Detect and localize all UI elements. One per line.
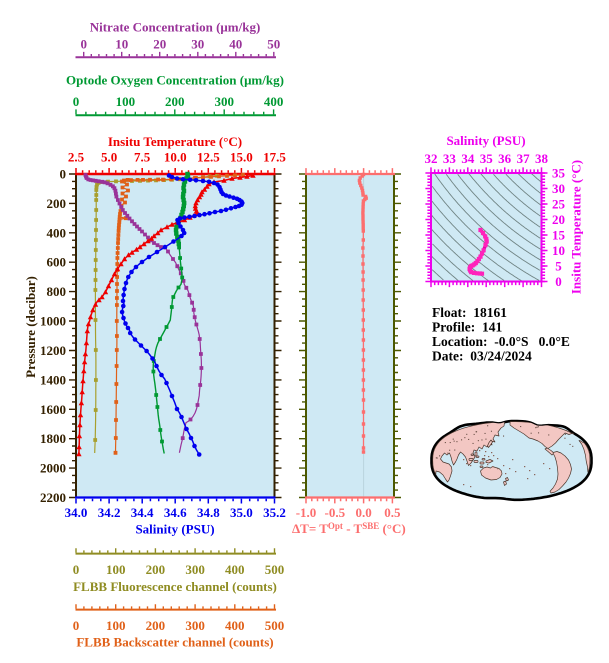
svg-text:35: 35 bbox=[552, 166, 566, 181]
svg-text:17.5: 17.5 bbox=[263, 150, 286, 165]
svg-text:300: 300 bbox=[214, 94, 234, 109]
svg-text:20: 20 bbox=[153, 36, 166, 51]
svg-text:2000: 2000 bbox=[40, 461, 66, 476]
svg-text:40: 40 bbox=[229, 36, 242, 51]
svg-text:200: 200 bbox=[146, 618, 166, 633]
svg-text:15: 15 bbox=[552, 228, 566, 243]
svg-text:5.0: 5.0 bbox=[101, 150, 117, 165]
svg-text:Insitu Temperature (°C): Insitu Temperature (°C) bbox=[108, 134, 242, 149]
svg-text:Nitrate Concentration (μm/kg): Nitrate Concentration (μm/kg) bbox=[90, 20, 261, 35]
svg-text:100: 100 bbox=[116, 94, 136, 109]
svg-text:1400: 1400 bbox=[40, 372, 66, 387]
svg-text:35.0: 35.0 bbox=[230, 505, 253, 520]
svg-text:Insitu Temperature (°C): Insitu Temperature (°C) bbox=[569, 160, 584, 294]
svg-text:34.2: 34.2 bbox=[98, 505, 121, 520]
svg-text:35.2: 35.2 bbox=[263, 505, 286, 520]
svg-text:7.5: 7.5 bbox=[134, 150, 151, 165]
svg-text:30: 30 bbox=[191, 36, 204, 51]
svg-text:32: 32 bbox=[425, 151, 438, 166]
svg-text:0: 0 bbox=[80, 36, 87, 51]
svg-text:1200: 1200 bbox=[40, 343, 66, 358]
svg-text:34.0: 34.0 bbox=[65, 505, 88, 520]
svg-text:34.6: 34.6 bbox=[164, 505, 187, 520]
svg-text:0: 0 bbox=[555, 274, 562, 289]
svg-text:20: 20 bbox=[552, 212, 565, 227]
svg-text:FLBB Backscatter channel (coun: FLBB Backscatter channel (counts) bbox=[76, 635, 273, 650]
svg-text:38: 38 bbox=[535, 151, 549, 166]
svg-text:36: 36 bbox=[498, 151, 512, 166]
svg-text:400: 400 bbox=[47, 225, 67, 240]
svg-text:Salinity (PSU): Salinity (PSU) bbox=[135, 522, 214, 537]
svg-text:1600: 1600 bbox=[40, 402, 66, 417]
svg-text:100: 100 bbox=[106, 562, 126, 577]
svg-text:FLBB Fluorescence channel (cou: FLBB Fluorescence channel (counts) bbox=[73, 579, 277, 594]
svg-text:ΔT= TOpt - TSBE (°C): ΔT= TOpt - TSBE (°C) bbox=[292, 521, 406, 536]
svg-text:200: 200 bbox=[165, 94, 185, 109]
svg-text:800: 800 bbox=[47, 284, 67, 299]
svg-text:12.5: 12.5 bbox=[197, 150, 220, 165]
svg-text:500: 500 bbox=[265, 618, 285, 633]
svg-text:2.5: 2.5 bbox=[68, 150, 85, 165]
svg-text:30: 30 bbox=[552, 181, 565, 196]
svg-text:0: 0 bbox=[60, 167, 67, 182]
svg-text:0: 0 bbox=[73, 562, 80, 577]
svg-text:Profile: 141: Profile: 141 bbox=[432, 320, 502, 335]
svg-text:25: 25 bbox=[552, 197, 566, 212]
svg-text:10.0: 10.0 bbox=[164, 150, 187, 165]
svg-text:Float: 18161: Float: 18161 bbox=[432, 305, 507, 320]
svg-text:-1.0: -1.0 bbox=[296, 505, 317, 520]
svg-text:34.4: 34.4 bbox=[131, 505, 154, 520]
svg-text:10: 10 bbox=[552, 243, 565, 258]
svg-text:34.8: 34.8 bbox=[197, 505, 220, 520]
svg-text:0: 0 bbox=[73, 618, 80, 633]
svg-text:300: 300 bbox=[185, 562, 205, 577]
svg-text:200: 200 bbox=[47, 196, 67, 211]
svg-text:0.0: 0.0 bbox=[355, 505, 371, 520]
svg-text:200: 200 bbox=[146, 562, 166, 577]
svg-text:Optode Oxygen Concentration (μ: Optode Oxygen Concentration (μm/kg) bbox=[66, 73, 284, 88]
svg-text:1000: 1000 bbox=[40, 314, 66, 329]
svg-text:100: 100 bbox=[106, 618, 126, 633]
svg-text:400: 400 bbox=[225, 618, 245, 633]
svg-text:34: 34 bbox=[461, 151, 475, 166]
svg-text:15.0: 15.0 bbox=[230, 150, 253, 165]
svg-text:37: 37 bbox=[517, 151, 531, 166]
svg-text:300: 300 bbox=[185, 618, 205, 633]
svg-text:400: 400 bbox=[264, 94, 284, 109]
svg-text:Salinity (PSU): Salinity (PSU) bbox=[446, 133, 525, 148]
svg-text:0: 0 bbox=[73, 94, 80, 109]
svg-text:35: 35 bbox=[480, 151, 494, 166]
svg-text:600: 600 bbox=[47, 255, 67, 270]
svg-text:50: 50 bbox=[267, 36, 280, 51]
svg-text:2200: 2200 bbox=[40, 490, 66, 505]
svg-text:5: 5 bbox=[555, 259, 562, 274]
svg-text:Pressure (decibar): Pressure (decibar) bbox=[23, 276, 38, 378]
svg-text:0.5: 0.5 bbox=[384, 505, 401, 520]
svg-text:-0.5: -0.5 bbox=[325, 505, 346, 520]
svg-text:Location: -0.0°S 0.0°E: Location: -0.0°S 0.0°E bbox=[432, 334, 570, 349]
svg-text:1800: 1800 bbox=[40, 431, 66, 446]
svg-text:33: 33 bbox=[443, 151, 457, 166]
svg-text:10: 10 bbox=[115, 36, 128, 51]
svg-text:500: 500 bbox=[265, 562, 285, 577]
svg-text:400: 400 bbox=[225, 562, 245, 577]
svg-text:Date: 03/24/2024: Date: 03/24/2024 bbox=[432, 349, 532, 364]
